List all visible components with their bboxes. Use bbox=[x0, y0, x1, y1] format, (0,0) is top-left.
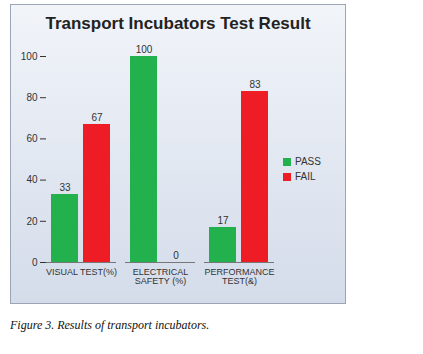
html-text:Transport Incubators Test Resu: Transport Incubators Test Result bbox=[45, 14, 311, 33]
svg-text:20: 20 bbox=[26, 216, 38, 227]
svg-text:80: 80 bbox=[26, 92, 38, 103]
svg-text:0: 0 bbox=[32, 257, 38, 268]
svg-text:60: 60 bbox=[26, 133, 38, 144]
svg-text:17: 17 bbox=[217, 215, 229, 226]
html-text:FAIL: FAIL bbox=[295, 171, 316, 182]
svg-text:100: 100 bbox=[136, 44, 153, 55]
svg-text:33: 33 bbox=[59, 182, 71, 193]
svg-text:ELECTRICALSAFETY (%): ELECTRICALSAFETY (%) bbox=[133, 267, 189, 286]
svg-text:0: 0 bbox=[173, 250, 179, 261]
svg-text:100: 100 bbox=[21, 51, 38, 62]
svg-text:VISUAL TEST(%): VISUAL TEST(%) bbox=[46, 267, 117, 277]
svg-text:67: 67 bbox=[91, 112, 103, 123]
svg-text:40: 40 bbox=[26, 174, 38, 185]
svg-text:83: 83 bbox=[249, 79, 261, 90]
html-text:Figure 3. Results of transport: Figure 3. Results of transport incubator… bbox=[10, 318, 210, 332]
html-text:PASS: PASS bbox=[295, 156, 321, 167]
svg-text:PERFORMANCETEST(&): PERFORMANCETEST(&) bbox=[204, 267, 274, 286]
